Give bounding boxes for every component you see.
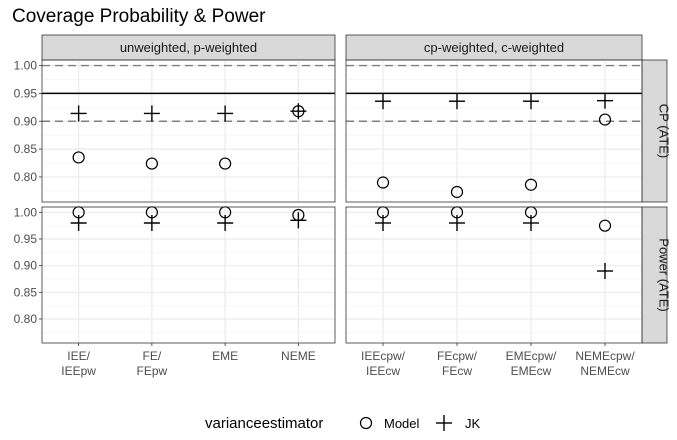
jk-point: [523, 93, 539, 110]
panel-1-1: [345, 206, 643, 344]
model-point: [524, 178, 538, 191]
jk-point: [217, 105, 234, 122]
y-tick-label: 0.80: [14, 312, 38, 326]
y-tick-label: 0.85: [14, 285, 38, 299]
model-point: [376, 176, 390, 189]
jk-point: [143, 215, 160, 231]
jk-point: [290, 212, 307, 229]
legend-model-label: Model: [384, 416, 420, 431]
x-tick-label: EMEcpw/EMEcw: [506, 349, 557, 378]
panel-0-1: [345, 59, 643, 203]
x-tick-label: IEEcpw/IEEcw: [361, 349, 406, 378]
jk-point: [597, 92, 613, 109]
legend-jk-label: JK: [465, 416, 481, 431]
y-tick-label: 0.85: [14, 142, 38, 156]
row-strip-label-0: CP (ATE): [657, 104, 672, 158]
panel-border: [345, 59, 643, 203]
row-strip-1: [641, 206, 668, 344]
facet-strip-label-0: unweighted, p-weighted: [120, 40, 257, 55]
y-tick-label: 0.95: [14, 86, 38, 100]
legend-title: varianceestimator: [205, 415, 323, 432]
y-tick-label: 0.90: [14, 259, 38, 273]
row-strip-0: [641, 59, 668, 203]
jk-point: [375, 93, 391, 110]
jk-point: [449, 93, 465, 110]
jk-point: [597, 263, 613, 279]
legend-jk-marker: [436, 415, 452, 431]
jk-point: [217, 215, 234, 231]
facet-strip-0: [41, 34, 336, 61]
panel-1-0: [41, 206, 336, 344]
jk-point: [449, 215, 465, 231]
panel-border: [41, 206, 336, 344]
jk-point: [143, 105, 160, 122]
panel-border: [345, 206, 643, 344]
y-tick-label: 1.00: [14, 205, 38, 219]
model-point: [145, 157, 158, 170]
legend-model-marker: [359, 416, 373, 430]
panel-0-0: [41, 59, 336, 203]
chart-title: Coverage Probability & Power: [12, 6, 266, 27]
panel-border: [41, 59, 336, 203]
facet-strip-1: [345, 34, 643, 61]
x-tick-label: EME: [212, 349, 238, 363]
jk-point: [523, 215, 539, 231]
x-tick-label: FE/FEpw: [137, 349, 168, 378]
x-tick-label: NEME: [281, 349, 316, 363]
x-tick-label: FEcpw/FEcw: [437, 349, 478, 378]
model-point: [598, 113, 612, 126]
y-tick-label: 0.80: [14, 170, 38, 184]
row-strip-label-1: Power (ATE): [657, 238, 672, 311]
panels-layer: unweighted, p-weighted cp-weighted, c-wei…: [14, 34, 672, 378]
model-point: [219, 157, 232, 170]
model-point: [598, 219, 612, 232]
model-point: [72, 151, 85, 164]
y-tick-label: 0.95: [14, 232, 38, 246]
model-point: [450, 185, 464, 199]
jk-point: [70, 215, 87, 231]
y-tick-label: 0.90: [14, 114, 38, 128]
y-tick-label: 1.00: [14, 59, 38, 73]
facet-strip-label-1: cp-weighted, c-weighted: [424, 40, 564, 55]
x-tick-label: NEMEcpw/NEMEcw: [575, 349, 635, 378]
jk-point: [375, 215, 391, 231]
jk-point: [70, 105, 87, 122]
legend: varianceestimator Model JK: [205, 415, 481, 432]
jk-point: [290, 103, 307, 120]
x-tick-label: IEE/IEEpw: [61, 349, 96, 378]
